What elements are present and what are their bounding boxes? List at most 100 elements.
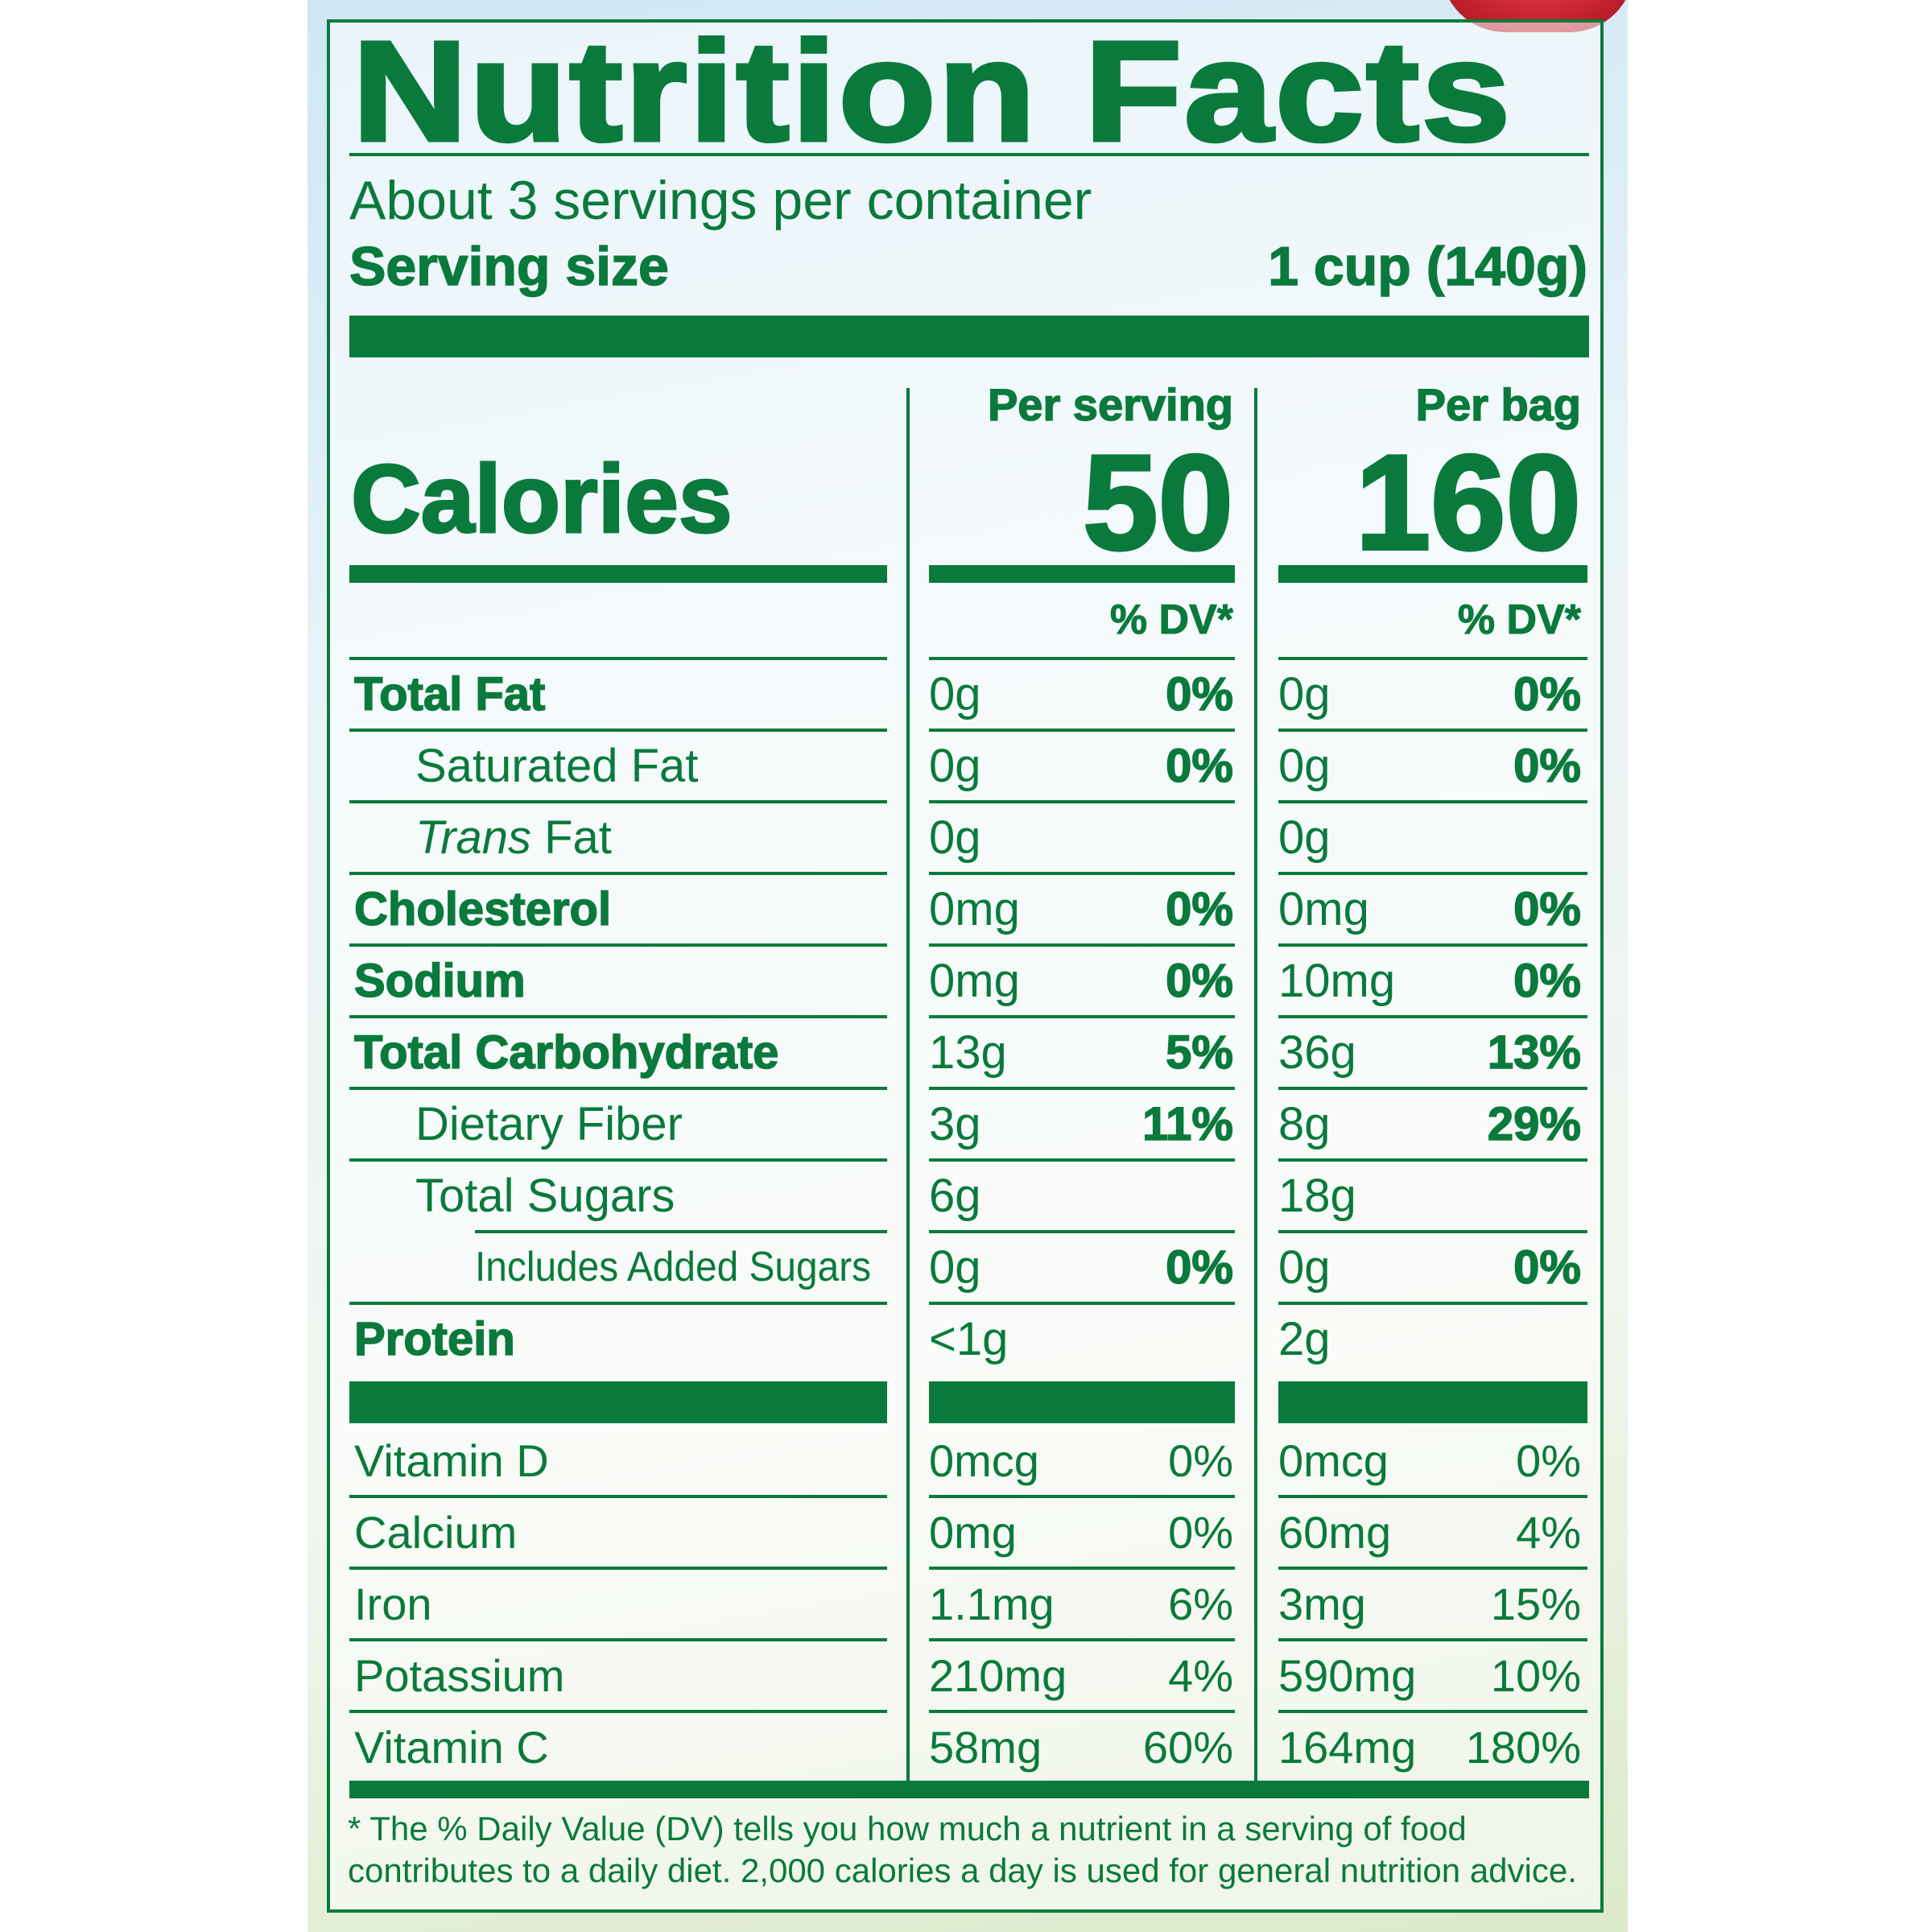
serving-size-label: Serving size (349, 235, 669, 298)
nutrient-row-saturated-fat: Saturated Fat 0g 0% 0g 0% (0, 730, 1932, 802)
divider (1278, 872, 1587, 875)
bag-amount: 36g (1278, 1026, 1356, 1079)
bag-amount: 0g (1278, 811, 1331, 864)
vitamin-row-potassium: Potassium 210mg 4% 590mg 10% (0, 1640, 1932, 1711)
serving-amount: 0mg (929, 955, 1020, 1007)
divider (349, 1495, 887, 1498)
divider (1278, 1302, 1587, 1305)
bag-dv: 29% (1487, 1097, 1582, 1151)
dv-header-bag: % DV* (1457, 597, 1581, 644)
footnote: * The % Daily Value (DV) tells you how m… (348, 1810, 1577, 1889)
bag-dv: 0% (1513, 667, 1581, 721)
divider (929, 1567, 1235, 1570)
thick-divider (349, 1381, 887, 1423)
vitamin-row-vitamin-c: Vitamin C 58mg 60% 164mg 180% (0, 1711, 1932, 1783)
fat-word: Fat (530, 811, 612, 864)
calories-label: Calories (350, 445, 734, 553)
per-bag-header: Per bag (1415, 378, 1582, 431)
column-separator (1254, 388, 1257, 1781)
bag-amount: 0mg (1278, 883, 1369, 935)
bag-amount: 60mg (1278, 1507, 1392, 1558)
nutrient-label: Protein (353, 1312, 515, 1366)
serving-amount: 0g (929, 668, 981, 720)
bag-dv: 10% (1490, 1650, 1581, 1701)
serving-amount: 0g (929, 1241, 981, 1294)
vitamin-row-calcium: Calcium 0mg 0% 60mg 4% (0, 1496, 1932, 1568)
bag-amount: 3mg (1278, 1579, 1366, 1629)
per-serving-header: Per serving (987, 378, 1234, 431)
serving-amount: 6g (929, 1170, 981, 1222)
divider (929, 1015, 1235, 1018)
calories-divider (1278, 565, 1587, 583)
divider (349, 800, 887, 803)
vitamin-label: Calcium (354, 1507, 518, 1558)
bag-dv: 180% (1465, 1722, 1581, 1773)
serving-dv: 0% (1165, 739, 1233, 793)
divider (929, 943, 1235, 947)
vitamin-label: Potassium (354, 1650, 565, 1701)
serving-dv: 6% (1168, 1579, 1233, 1629)
divider (1278, 1495, 1587, 1498)
divider (475, 1230, 887, 1233)
divider (1278, 1087, 1587, 1090)
bag-amount: 0g (1278, 668, 1331, 720)
serving-dv: 11% (1141, 1097, 1233, 1151)
divider (929, 1302, 1235, 1305)
divider (349, 943, 887, 947)
nutrient-label: Saturated Fat (415, 740, 699, 792)
nutrient-row-protein: Protein <1g 2g (0, 1303, 1932, 1375)
serving-amount: 1.1mg (929, 1579, 1055, 1629)
bag-dv: 0% (1513, 1241, 1581, 1294)
column-separator (906, 388, 910, 1781)
serving-amount: 0g (929, 811, 981, 864)
bag-amount: 0g (1278, 1241, 1331, 1294)
serving-dv: 60% (1142, 1722, 1233, 1773)
serving-size-value: 1 cup (140g) (1267, 235, 1587, 298)
bag-amount: 2g (1278, 1313, 1331, 1365)
serving-amount: 0mg (929, 883, 1020, 935)
serving-dv: 4% (1168, 1650, 1233, 1701)
divider (1278, 943, 1587, 947)
bag-dv: 0% (1516, 1435, 1581, 1486)
serving-dv: 0% (1168, 1507, 1233, 1558)
vitamin-label: Vitamin C (354, 1722, 549, 1773)
vitamin-label: Vitamin D (354, 1435, 549, 1486)
divider (929, 657, 1235, 660)
bag-amount: 18g (1278, 1170, 1356, 1222)
bag-amount: 164mg (1278, 1722, 1417, 1773)
divider (349, 729, 887, 732)
label-title: Nutrition Facts (350, 13, 1513, 171)
divider (929, 1087, 1235, 1090)
nutrient-row-total-sugars: Total Sugars 6g 18g (0, 1160, 1932, 1232)
vitamin-label: Iron (354, 1579, 432, 1629)
divider (349, 1638, 887, 1641)
serving-amount: <1g (929, 1313, 1009, 1365)
bag-dv: 4% (1516, 1507, 1581, 1558)
nutrient-row-cholesterol: Cholesterol 0mg 0% 0mg 0% (0, 873, 1932, 945)
divider (929, 1158, 1235, 1162)
divider (929, 872, 1235, 875)
nutrient-label: Total Sugars (415, 1170, 675, 1222)
bag-dv: 15% (1490, 1579, 1581, 1629)
nutrient-label: Trans Fat (415, 802, 612, 873)
serving-dv: 0% (1165, 1241, 1233, 1294)
trans-italic: Trans (415, 811, 531, 864)
bag-amount: 590mg (1278, 1650, 1417, 1701)
divider (929, 1710, 1235, 1713)
bag-amount: 8g (1278, 1098, 1331, 1150)
nutrient-label: Sodium (353, 954, 526, 1008)
vitamin-row-vitamin-d: Vitamin D 0mcg 0% 0mcg 0% (0, 1425, 1932, 1496)
divider (929, 729, 1235, 732)
serving-amount: 13g (929, 1026, 1007, 1079)
thick-divider (929, 1381, 1235, 1423)
bag-dv: 0% (1513, 954, 1581, 1008)
bag-dv: 0% (1513, 739, 1581, 793)
nutrient-label: Total Fat (353, 667, 546, 721)
bag-amount: 0mcg (1278, 1435, 1389, 1486)
calories-divider (349, 565, 887, 583)
serving-dv: 5% (1165, 1026, 1233, 1080)
thick-divider (1278, 1381, 1587, 1423)
divider (349, 153, 1589, 156)
bag-dv: 13% (1487, 1026, 1582, 1080)
nutrient-label: Dietary Fiber (415, 1098, 683, 1150)
